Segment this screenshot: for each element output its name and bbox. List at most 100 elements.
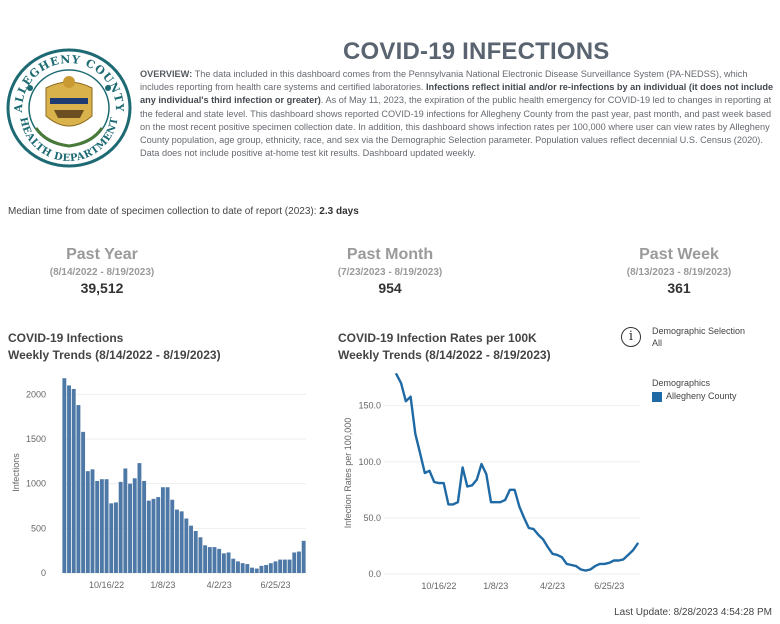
bar (189, 525, 193, 573)
demographic-selection-value[interactable]: All (652, 338, 663, 348)
bar (99, 479, 104, 573)
chart-title: COVID-19 Infections (8, 331, 124, 345)
bar (278, 559, 283, 573)
demographic-selection[interactable]: Demographic Selection All (652, 325, 745, 349)
bar (198, 537, 203, 573)
kpi-value: 361 (667, 280, 691, 296)
x-tick-label: 10/16/22 (421, 581, 456, 591)
legend-title: Demographics (652, 378, 711, 388)
kpi-past-year: Past Year (8/14/2022 - 8/19/2023) 39,512 (2, 246, 202, 296)
bar (95, 480, 100, 573)
bar (240, 563, 245, 573)
y-tick-label: 50.0 (363, 513, 381, 523)
last-update: Last Update: 8/28/2023 4:54:28 PM (614, 607, 772, 618)
bar (287, 559, 292, 573)
kpi-range: (8/13/2023 - 8/19/2023) (626, 267, 732, 278)
x-tick-label: 6/25/23 (594, 581, 624, 591)
overview-label: OVERVIEW: (140, 69, 193, 79)
bar (76, 405, 81, 573)
legend-swatch (652, 391, 662, 402)
y-tick-label: 0.0 (368, 569, 381, 579)
demographics-legend: Demographics Allegheny County (652, 377, 737, 403)
y-tick-label: 0 (41, 568, 46, 578)
bar (268, 563, 273, 573)
demographic-selection-label: Demographic Selection (652, 326, 746, 336)
info-icon[interactable]: i (621, 327, 641, 347)
kpi-value: 954 (378, 280, 402, 296)
x-tick-label: 1/8/23 (483, 581, 508, 591)
chart-subtitle: Weekly Trends (8/14/2022 - 8/19/2023) (338, 348, 551, 362)
bar (85, 471, 90, 573)
bar (282, 559, 287, 573)
y-tick-label: 2000 (26, 389, 46, 399)
page-title: COVID-19 INFECTIONS (343, 38, 610, 65)
bar (62, 378, 67, 573)
y-tick-label: 500 (31, 523, 46, 533)
chart-subtitle: Weekly Trends (8/14/2022 - 8/19/2023) (8, 348, 221, 362)
kpi-range: (7/23/2023 - 8/19/2023) (337, 267, 443, 278)
infection-rates-line-chart: 0.0 50.0 100.0 150.0 10/16/22 1/8/23 4/2/23 6/2… (343, 373, 640, 591)
bar (217, 548, 222, 573)
bar (81, 431, 86, 573)
bar (184, 518, 189, 573)
y-axis-label: Infection Rates per 100,000 (343, 418, 353, 529)
bar (273, 561, 278, 573)
kpi-past-month: Past Month (7/23/2023 - 8/19/2023) 954 (290, 246, 490, 296)
allegheny-county-health-department-logo: ALLEGHENY COUNTY HEALTH DEPARTMENT (6, 48, 132, 168)
bar (118, 481, 123, 573)
kpi-label: Past Year (66, 246, 138, 263)
bar (250, 567, 254, 573)
overview-bold-text: Infections reflect initial and/or re-inf… (140, 82, 774, 106)
bar (71, 388, 76, 573)
bar (203, 545, 208, 573)
chart-title: COVID-19 Infection Rates per 100K (338, 331, 537, 345)
bar (132, 478, 137, 573)
bar (259, 565, 264, 573)
bar (146, 500, 151, 573)
y-tick-label: 100.0 (358, 457, 381, 467)
kpi-value: 39,512 (80, 280, 124, 296)
bar (254, 568, 259, 573)
bar (301, 540, 306, 573)
bar (156, 497, 161, 573)
bar (212, 547, 217, 573)
y-tick-label: 1500 (26, 434, 46, 444)
bar (193, 531, 198, 573)
bar (175, 509, 179, 573)
bar (236, 561, 240, 573)
bar (165, 487, 170, 573)
infections-bar-chart: 0 500 1000 1500 2000 10/16/22 1/8/23 4/2/23 6/25… (11, 378, 306, 590)
bar (109, 503, 114, 573)
overview-text-part2: . As of May 11, 2023, the expiration of … (140, 95, 772, 159)
bar (90, 469, 95, 573)
bar (221, 553, 226, 573)
kpi-past-week: Past Week (8/13/2023 - 8/19/2023) 361 (579, 246, 779, 296)
bar (123, 468, 128, 573)
bar (151, 498, 156, 573)
bar (142, 480, 147, 573)
bar (245, 564, 250, 573)
y-tick-label: 150.0 (358, 401, 381, 411)
median-label: Median time from date of specimen collec… (8, 206, 320, 217)
bar (170, 499, 175, 573)
overview-text: OVERVIEW: The data included in this dash… (140, 68, 774, 160)
bar (297, 551, 301, 573)
bar (160, 487, 165, 573)
median-value: 2.3 days (319, 206, 359, 217)
kpi-label: Past Month (346, 246, 434, 263)
bar (264, 564, 269, 573)
legend-item[interactable]: Allegheny County (652, 390, 737, 403)
bar (226, 552, 231, 573)
y-axis-label: Infections (11, 453, 21, 492)
series-line-allegheny-county (395, 373, 639, 572)
bar (67, 385, 71, 573)
bar (128, 483, 132, 573)
bar (231, 558, 236, 573)
x-tick-label: 4/2/23 (207, 580, 232, 590)
legend-item-label: Allegheny County (666, 391, 737, 401)
bar (207, 547, 212, 573)
bar (292, 552, 297, 573)
x-tick-label: 6/25/23 (260, 580, 290, 590)
bar (114, 502, 118, 573)
infections-chart-title: COVID-19 Infections Weekly Trends (8/14/… (8, 330, 221, 364)
